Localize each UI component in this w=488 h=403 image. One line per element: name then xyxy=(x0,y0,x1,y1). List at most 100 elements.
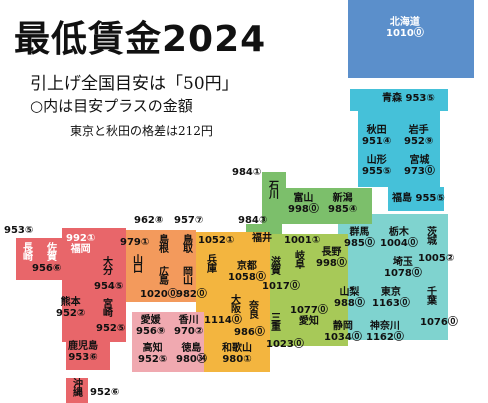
pref-hiroshima: 広島 xyxy=(156,266,168,288)
pref-name: 北海道 xyxy=(389,17,420,28)
hokuriku-region-ishikawa xyxy=(262,172,286,224)
pref-wage: 953 xyxy=(405,93,427,104)
pref-ibaraki: 茨城 xyxy=(424,226,436,248)
pref-akita: 秋田 951④ xyxy=(362,125,392,147)
pref-wage: 1020 xyxy=(140,289,168,300)
pref-name: 東京 xyxy=(380,287,401,298)
pref-wage: 953 xyxy=(4,225,25,236)
pref-wage: 980 xyxy=(176,353,197,365)
pref-hyogo: 兵庫 xyxy=(204,254,216,276)
pref-tottori-value: 957⑦ xyxy=(174,215,204,226)
pref-kagoshima: 鹿児島 953⑥ xyxy=(68,341,98,363)
pref-name: 鳥取 xyxy=(180,234,192,252)
subtitle-circle-note: ○内は目安プラスの金額 xyxy=(30,97,193,115)
pref-name: 岐阜 xyxy=(292,250,304,268)
pref-wage: 980 xyxy=(222,353,244,365)
shikoku-region xyxy=(132,312,204,372)
pref-wage: 1058 xyxy=(228,271,256,283)
pref-wage: 1162 xyxy=(366,331,394,343)
pref-gifu-value: 1001① xyxy=(284,235,321,246)
pref-ehime: 愛媛 956⑨ xyxy=(136,315,166,337)
pref-name: 沖縄 xyxy=(70,378,82,396)
pref-shizuoka: 静岡 1034⓪ xyxy=(324,321,362,343)
pref-nara-value: 986⓪ xyxy=(234,327,265,338)
pref-name: 石川 xyxy=(266,180,278,198)
pref-okayama: 岡山 xyxy=(180,266,192,288)
pref-name: 群馬 xyxy=(349,227,370,238)
pref-wage: 986 xyxy=(234,327,255,338)
pref-wage: 952 xyxy=(56,307,77,319)
pref-fukui: 福井 xyxy=(252,233,272,245)
pref-wage: 1163 xyxy=(372,297,400,309)
pref-wage: 1010⓪ xyxy=(386,27,424,39)
pref-wage: 1076 xyxy=(420,317,448,328)
pref-yamaguchi-value: 979① xyxy=(120,237,150,248)
pref-niigata: 新潟 985④ xyxy=(328,193,358,215)
pref-name: 宮崎 xyxy=(100,298,112,316)
pref-name: 千葉 xyxy=(424,286,436,304)
pref-wage: 1114 xyxy=(204,315,232,326)
pref-fukuoka: 992① 福岡 xyxy=(66,233,96,255)
pref-wage: 1017 xyxy=(262,281,290,292)
pref-nara: 奈良 xyxy=(246,300,258,322)
tohoku-region-aomori xyxy=(350,89,448,111)
pref-kyoto: 京都 1058⓪ xyxy=(228,261,266,283)
pref-wage: 956 xyxy=(32,263,53,274)
pref-wage: 952 xyxy=(96,323,117,334)
pref-shiga: 滋賀 xyxy=(268,256,280,278)
pref-name: 大阪 xyxy=(228,294,240,312)
pref-wage: 953 xyxy=(68,351,90,363)
pref-name: 愛媛 xyxy=(140,315,161,326)
pref-shiga-value: 1017⓪ xyxy=(262,281,300,292)
pref-name: 長崎 xyxy=(20,242,32,260)
pref-wage: 998 xyxy=(288,203,309,215)
pref-saga-value: 956⑥ xyxy=(32,263,62,274)
pref-miyagi: 宮城 973⓪ xyxy=(404,155,435,177)
pref-okayama-value: 982⓪ xyxy=(176,289,207,300)
kanto-region xyxy=(338,214,448,340)
kyushu-region-nagasaki xyxy=(16,238,38,280)
pref-name: 秋田 xyxy=(366,125,387,136)
pref-name: 島根 xyxy=(156,234,168,252)
pref-saitama: 埼玉 1078⓪ xyxy=(384,257,422,279)
pref-wage: 951 xyxy=(362,135,383,147)
pref-wage: 1034 xyxy=(324,331,352,343)
pref-fukui-value: 984③ xyxy=(238,215,268,226)
pref-wage: 985 xyxy=(328,203,349,215)
pref-wage: 1005 xyxy=(418,253,446,264)
chugoku-region xyxy=(120,230,196,302)
pref-wage: 1023 xyxy=(266,339,294,350)
pref-wage: 1004 xyxy=(380,237,408,249)
kinki-region xyxy=(196,232,270,372)
map-title: 最低賃金2024 xyxy=(14,19,267,60)
pref-name: 福井 xyxy=(252,233,272,244)
pref-name: 山梨 xyxy=(339,287,360,298)
pref-name: 鹿児島 xyxy=(68,341,98,352)
pref-name: 和歌山 xyxy=(222,343,252,354)
pref-name: 奈良 xyxy=(246,300,258,318)
pref-wage: 952 xyxy=(138,353,159,365)
tohoku-region-fukushima xyxy=(388,187,444,211)
kyushu-region-kagoshima xyxy=(66,342,110,370)
pref-tochigi: 栃木 1004⓪ xyxy=(380,227,418,249)
pref-wage: 984 xyxy=(238,215,259,226)
pref-wage: 973 xyxy=(404,165,425,177)
pref-name: 兵庫 xyxy=(204,254,216,272)
pref-kochi: 高知 952⑤ xyxy=(138,343,168,365)
pref-name: 静岡 xyxy=(332,321,353,332)
pref-name: 徳島 xyxy=(181,343,202,354)
pref-tokyo: 東京 1163⓪ xyxy=(372,287,410,309)
pref-wage: 982 xyxy=(176,289,197,300)
pref-wage: 979 xyxy=(120,237,141,248)
pref-wage: 1052 xyxy=(198,235,226,246)
kyushu-region-saga xyxy=(38,238,62,280)
pref-hiroshima-value: 1020⓪ xyxy=(140,289,178,300)
pref-yamagata: 山形 955⑤ xyxy=(362,155,392,177)
pref-yamanashi: 山梨 988⓪ xyxy=(334,287,365,309)
pref-wage: 985 xyxy=(344,237,365,249)
pref-wakayama: 和歌山 980① xyxy=(222,343,252,365)
pref-wage: 1078 xyxy=(384,267,412,279)
pref-mie-value: 1023⓪ xyxy=(266,339,304,350)
pref-wage: 955 xyxy=(362,165,383,177)
